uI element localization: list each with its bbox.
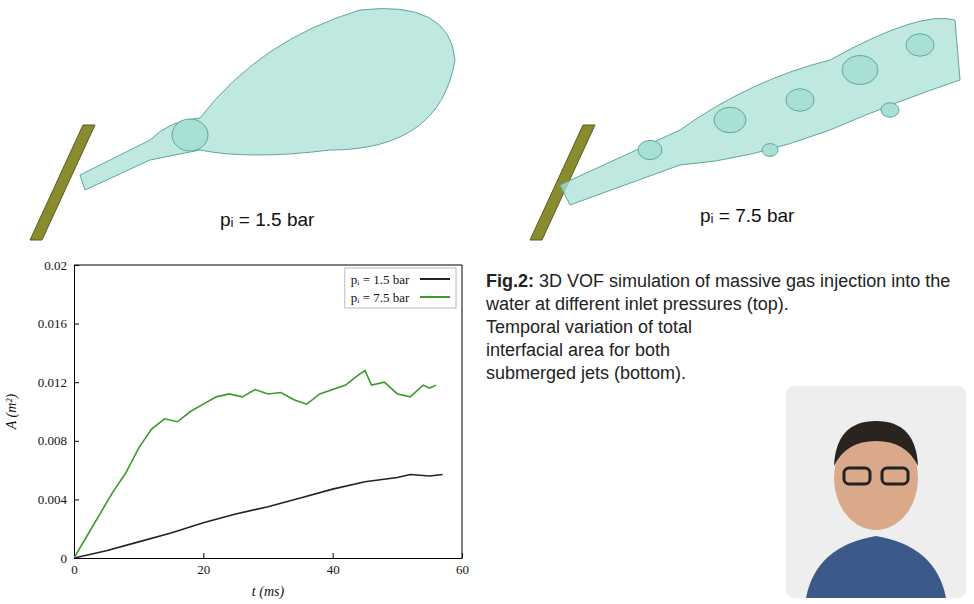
- tick-label: 0.012: [38, 375, 67, 390]
- legend-label: pᵢ = 7.5 bar: [351, 290, 410, 305]
- jet-body: [80, 9, 455, 190]
- tick-mark: [74, 441, 79, 442]
- portrait-glasses: [882, 468, 908, 484]
- portrait-glasses: [844, 468, 870, 484]
- bubble: [714, 107, 746, 133]
- axis-line: [75, 558, 463, 559]
- tick-mark: [74, 324, 79, 325]
- tick-mark: [74, 558, 79, 559]
- tick-mark: [74, 499, 79, 500]
- bubble: [906, 34, 934, 56]
- legend-item: pᵢ = 7.5 bar: [351, 290, 450, 305]
- tick-mark: [203, 553, 204, 558]
- tick-label: 0.004: [38, 492, 68, 507]
- tick-label: 0.008: [38, 433, 67, 448]
- portrait-bg: [786, 386, 966, 598]
- tick-label: 60: [456, 562, 469, 577]
- tick: 0.004: [38, 492, 79, 507]
- tick: 20: [197, 553, 210, 577]
- axis-line: [74, 266, 75, 559]
- jet: [80, 9, 455, 190]
- tick-mark: [333, 553, 334, 558]
- tick: 40: [327, 553, 340, 577]
- panel-label: pᵢ = 7.5 bar: [700, 205, 795, 226]
- tick: 0.02: [44, 258, 79, 273]
- chart: 0 20 40 60 0 0.004 0.008 0.012 0.016 0.02 t (ms) A …: [0, 255, 478, 604]
- jet-body: [560, 18, 960, 205]
- y-axis: 0 0.004 0.008 0.012 0.016 0.02: [38, 258, 79, 566]
- x-axis: 0 20 40 60: [71, 553, 469, 577]
- tick-label: 0: [61, 551, 68, 566]
- bubble: [172, 119, 208, 151]
- bubble: [638, 140, 662, 159]
- x-axis-title: t (ms): [252, 584, 285, 600]
- legend-label: pᵢ = 1.5 bar: [351, 272, 410, 287]
- frame: [74, 265, 462, 266]
- renders: pᵢ = 1.5 bar pᵢ = 7.5 bar: [0, 0, 974, 255]
- bubble: [881, 103, 899, 117]
- tick-label: 40: [327, 562, 340, 577]
- series-line: [74, 474, 443, 558]
- portrait-hair: [834, 421, 918, 466]
- bubble: [762, 144, 778, 157]
- legend: pᵢ = 1.5 bar pᵢ = 7.5 bar: [345, 268, 456, 308]
- frame: [462, 265, 463, 558]
- tick-label: 0: [71, 562, 78, 577]
- legend-item: pᵢ = 1.5 bar: [351, 272, 450, 287]
- caption-label: Fig.2:: [486, 271, 534, 291]
- bubble: [786, 89, 814, 111]
- series-group: [74, 370, 443, 558]
- y-axis-title: A (m²): [4, 393, 20, 430]
- jet: [560, 18, 960, 205]
- tick-mark: [74, 382, 79, 383]
- caption-text: 3D VOF simulation of massive gas injecti…: [486, 271, 950, 314]
- portrait-body: [806, 536, 946, 598]
- legend-swatch: [420, 296, 450, 298]
- tick: 0.016: [38, 316, 79, 331]
- tick-label: 0.02: [44, 258, 67, 273]
- legend-frame: [345, 268, 456, 308]
- tick: 0.012: [38, 375, 79, 390]
- tick: 0.008: [38, 433, 79, 448]
- caption: Fig.2: 3D VOF simulation of massive gas …: [486, 270, 956, 316]
- tick-label: 20: [197, 562, 210, 577]
- tick-label: 0.016: [38, 316, 68, 331]
- panel-label: pᵢ = 1.5 bar: [220, 209, 315, 230]
- series-line: [74, 370, 436, 558]
- bubble: [842, 56, 878, 85]
- legend-swatch: [420, 278, 450, 280]
- portrait: [786, 386, 966, 598]
- caption-text: Temporal variation of total interfacial …: [486, 316, 736, 385]
